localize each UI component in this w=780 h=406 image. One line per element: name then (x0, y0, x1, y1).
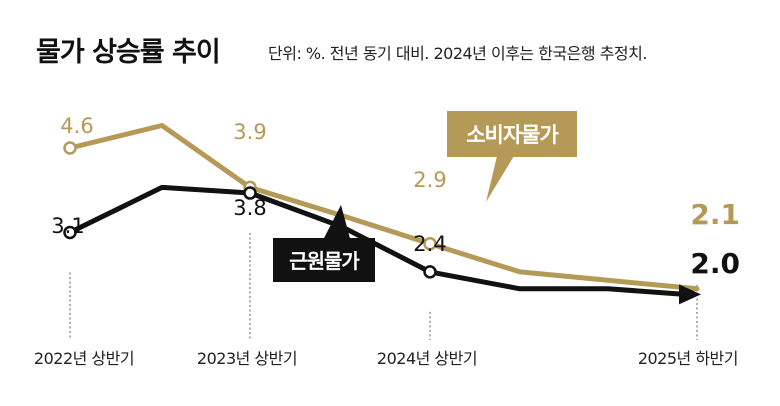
core-line-arrowhead (679, 284, 701, 305)
chart-subtitle: 단위: %. 전년 동기 대비. 2024년 이후는 한국은행 추정치. (268, 44, 647, 63)
core-point-marker-5 (423, 265, 437, 279)
core-callout-box (273, 238, 375, 282)
core-point-marker-3 (243, 186, 257, 200)
consumer-value-label-3: 3.9 (233, 120, 266, 144)
core-legend-label: 근원물가 (289, 249, 360, 273)
consumer-callout-pointer (486, 156, 514, 202)
core-price-line (67, 184, 686, 297)
consumer-value-label-5: 2.9 (413, 168, 446, 192)
consumer-value-label-8: 2.1 (690, 198, 740, 231)
consumer-price-line (67, 123, 700, 292)
chart-title: 물가 상승률 추이 (36, 37, 221, 68)
consumer-legend-label: 소비자물가 (466, 123, 559, 147)
x-tick-label-2: 2023년 상반기 (197, 349, 297, 368)
core-value-label-1: 3.1 (51, 214, 84, 238)
x-tick-label-1: 2022년 상반기 (34, 349, 134, 368)
core-value-label-3: 3.8 (233, 196, 266, 220)
core-value-label-8: 2.0 (690, 247, 740, 280)
consumer-value-label-1: 4.6 (60, 114, 93, 138)
x-tick-label-3: 2024년 상반기 (377, 349, 477, 368)
consumer-callout-box (447, 111, 577, 157)
consumer-point-marker-1 (63, 141, 77, 155)
core-callout-pointer (322, 205, 351, 242)
x-tick-label-4: 2025년 하반기 (638, 349, 738, 368)
core-point-marker-1 (63, 225, 77, 240)
consumer-point-marker-5 (423, 236, 437, 251)
core-value-label-5: 2.4 (413, 232, 446, 256)
